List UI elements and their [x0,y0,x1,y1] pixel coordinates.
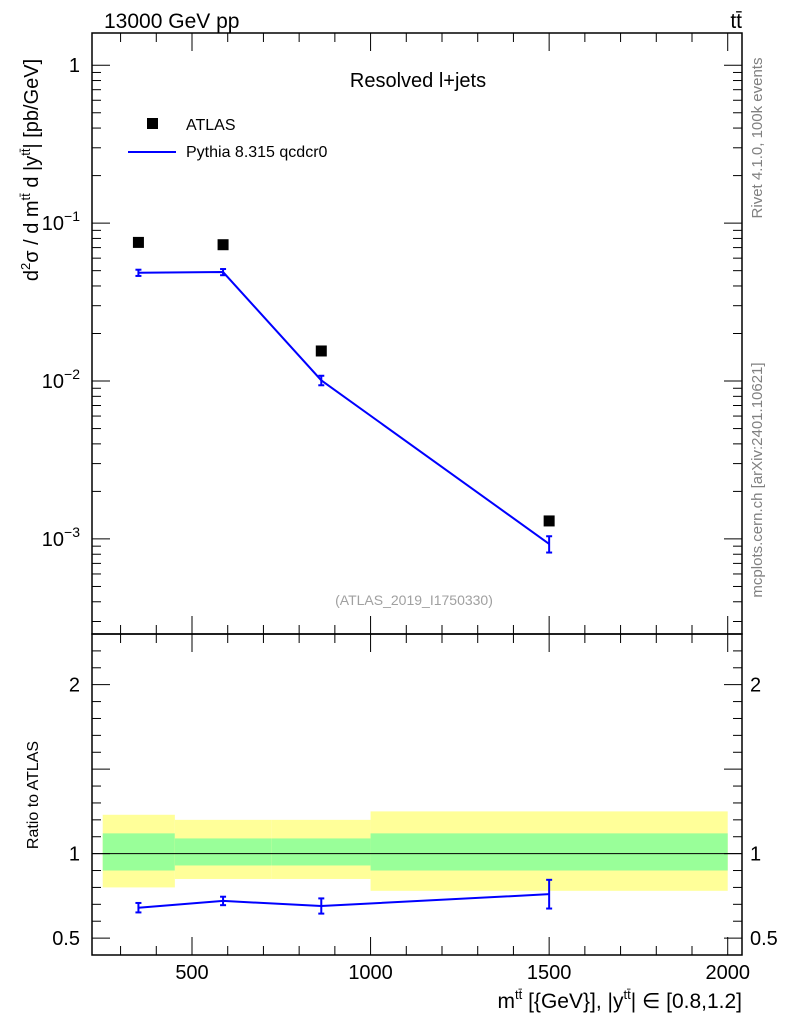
ylabel-part-d: d [21,270,43,281]
legend: ATLAS Pythia 8.315 qcdcr0 [128,117,328,161]
ytick-base: 10 [42,213,64,235]
ratio-band-inner [271,838,371,866]
energy-label: 13000 GeV pp [104,10,239,33]
ratio-ytick-label-right: 0.5 [750,928,778,950]
ytick-exponent: −3 [64,524,80,540]
xlabel-part-tt2: tt̄ [623,987,631,1002]
xlabel-part-tt1: tt̄ [515,987,523,1002]
ratio-ytick-label-right: 1 [750,844,761,866]
main-ytick-label: 10−1 [42,208,80,235]
xlabel-part-range: | ∈ [0.8,1.2] [631,990,742,1013]
ratio-axes: 0.5 0.5 1 1 2 2 500 1000 1500 2000 [52,634,778,984]
ylabel-part-tt1: tt̄ [18,193,33,201]
ylabel-part-sigma: σ / d m [21,200,43,262]
analysis-watermark: (ATLAS_2019_I1750330) [335,592,493,608]
ratio-marks [135,878,553,915]
xlabel-part-unit: [{GeV}], |y [522,990,624,1013]
ratio-bands [92,811,742,891]
process-label: tt̄ [730,10,742,33]
chart-title: Resolved l+jets [350,70,486,92]
ratio-panel: 0.5 0.5 1 1 2 2 500 1000 1500 2000 Ratio to ATLAS… [25,633,778,1013]
ratio-ytick-label-left: 2 [69,675,80,697]
main-ytick-label: 10−3 [42,524,80,551]
main-ytick-label: 10−2 [42,366,80,393]
xlabel: mtt̄ [{GeV}], |ytt̄| ∈ [0.8,1.2] [498,987,742,1013]
xtick-label: 1000 [348,962,393,984]
ratio-ytick-label-left: 1 [69,844,80,866]
ytick-exponent: −2 [64,366,80,382]
source-label: mcplots.cern.ch [arXiv:2401.10621] [749,362,766,597]
xlabel-part-m: m [498,990,516,1013]
main-marks [132,236,555,554]
ytick-base: 10 [42,529,64,551]
ratio-frame [91,633,743,956]
ytick-base: 1 [69,55,80,77]
ytick-exponent: −1 [64,208,80,224]
main-ytick-label: 1 [69,55,80,77]
atlas-data-point [132,236,144,248]
main-panel: 110−110−210−3 Resolved l+jets (ATLAS_201… [18,32,743,635]
ratio-ytick-label-left: 0.5 [52,928,80,950]
ylabel-part-unit: | [pb/GeV] [21,59,43,149]
ratio-band-inner [370,833,728,871]
atlas-data-point [217,239,229,251]
rivet-version-label: Rivet 4.1.0, 100k events [749,58,766,219]
xtick-label: 2000 [705,962,750,984]
legend-label-pythia: Pythia 8.315 qcdcr0 [186,144,328,161]
ratio-ylabel: Ratio to ATLAS [25,741,42,849]
legend-marker-atlas [147,118,158,129]
ylabel-part-dy: d |y [21,156,43,193]
ylabel-part-2: 2 [18,263,33,270]
mc-line [138,271,550,545]
main-ylabel: d2σ / d mtt̄ d |ytt̄| [pb/GeV] [18,59,43,281]
legend-label-atlas: ATLAS [186,117,236,134]
main-axes: 110−110−210−3 [42,33,742,634]
ytick-base: 10 [42,371,64,393]
ratio-mc-line [138,893,550,909]
ratio-band-inner [102,833,175,871]
xtick-label: 1500 [527,962,572,984]
atlas-data-point [543,515,555,527]
ratio-band-inner [174,838,272,866]
ratio-ytick-label-right: 2 [750,675,761,697]
xtick-label: 500 [175,962,208,984]
ylabel-part-tt2: tt̄ [18,148,33,156]
atlas-data-point [315,345,327,357]
